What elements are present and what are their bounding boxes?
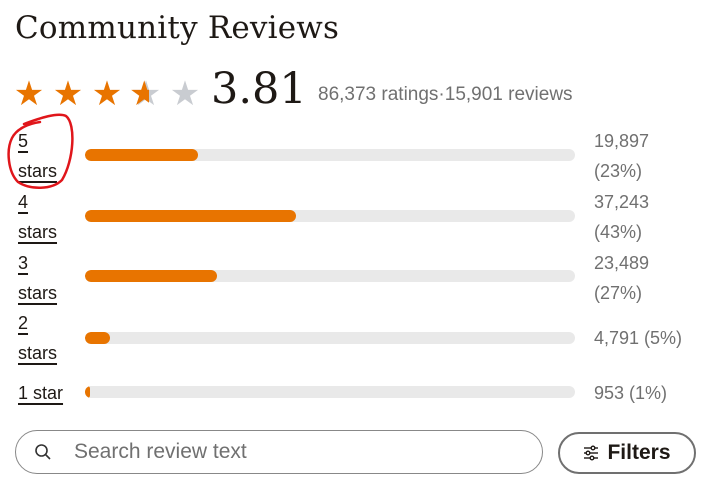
star-full-icon: ★	[13, 75, 45, 113]
star-full-icon: ★	[91, 75, 123, 113]
section-title: Community Reviews	[15, 10, 340, 46]
count: 37,243 (43%)	[594, 192, 650, 242]
progress-fill	[85, 149, 198, 161]
progress-bar	[85, 149, 575, 161]
search-input[interactable]	[72, 439, 516, 465]
progress-bar	[85, 386, 575, 398]
filter-3-stars-link[interactable]: 3 stars	[18, 253, 58, 303]
sliders-icon	[583, 445, 599, 461]
average-rating: 3.81	[211, 64, 307, 114]
separator: ·	[438, 84, 445, 105]
filters-label: Filters	[607, 441, 671, 464]
filters-button[interactable]: Filters	[558, 432, 696, 474]
progress-fill	[85, 386, 90, 398]
star-rating: ★ ★ ★ ★ ★ ★	[12, 74, 202, 114]
star-partial-icon: ★ ★	[129, 75, 162, 113]
count: 4,791 (5%)	[594, 328, 683, 348]
progress-bar	[85, 332, 575, 344]
progress-bar	[85, 270, 575, 282]
filter-2-stars-link[interactable]: 2 stars	[18, 313, 58, 363]
progress-bar	[85, 210, 575, 222]
star-empty-icon: ★	[169, 75, 201, 113]
search-icon	[34, 443, 52, 461]
progress-fill	[85, 210, 296, 222]
rating-counts: 86,373 ratings·15,901 reviews	[318, 84, 573, 106]
filter-1-star-link[interactable]: 1 star	[18, 383, 64, 403]
ratings-count: 86,373 ratings	[318, 84, 439, 105]
star-full-icon: ★	[52, 75, 84, 113]
count: 953 (1%)	[594, 383, 668, 403]
progress-fill	[85, 270, 218, 282]
count: 23,489 (27%)	[594, 253, 650, 303]
filter-4-stars-link[interactable]: 4 stars	[18, 192, 58, 242]
count: 19,897 (23%)	[594, 131, 650, 181]
search-review-field[interactable]	[15, 430, 543, 474]
progress-fill	[85, 332, 110, 344]
filter-5-stars-link[interactable]: 5 stars	[18, 131, 58, 181]
reviews-count: 15,901 reviews	[444, 84, 573, 105]
